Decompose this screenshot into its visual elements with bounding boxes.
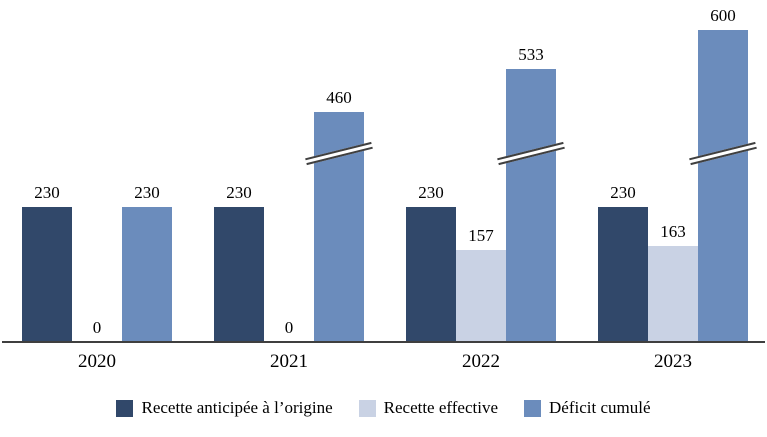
bar-value-label: 533 [518, 45, 544, 64]
bar-2023-series-3 [698, 30, 748, 342]
bar-2022-series-2 [456, 250, 506, 342]
bar-value-label: 230 [226, 183, 252, 202]
legend-swatch [524, 399, 542, 417]
bar-2021-series-1 [214, 207, 264, 342]
x-axis-label: 2022 [462, 351, 500, 372]
legend-swatch [116, 399, 134, 417]
bar-2022-series-1 [406, 207, 456, 342]
bar-2023-series-1 [598, 207, 648, 342]
bar-value-label: 230 [610, 183, 636, 202]
x-axis-label: 2021 [270, 351, 308, 372]
bar-value-label: 163 [660, 222, 686, 241]
bar-value-label: 460 [326, 88, 352, 107]
legend-swatch [358, 399, 376, 417]
legend-label: Recette effective [383, 398, 499, 417]
legend-label: Déficit cumulé [549, 398, 651, 417]
x-axis-label: 2020 [78, 351, 116, 372]
bar-value-label: 230 [134, 183, 160, 202]
bar-2023-series-2 [648, 246, 698, 342]
bar-value-label: 0 [284, 318, 294, 337]
bar-value-label: 0 [92, 318, 102, 337]
chart-legend: Recette anticipée à l’origine Recette eff… [0, 398, 767, 418]
legend-item-3: Déficit cumulé [524, 398, 651, 418]
plot-area: 230 0 230 230 0 460 230 157 533 230 163 600 [22, 6, 757, 342]
bar-value-label: 230 [418, 183, 444, 202]
legend-item-1: Recette anticipée à l’origine [116, 398, 333, 418]
x-axis-label: 2023 [654, 351, 692, 372]
legend-item-2: Recette effective [358, 398, 499, 418]
legend-label: Recette anticipée à l’origine [141, 398, 333, 417]
x-axis-line [2, 341, 765, 343]
bar-2022-series-3 [506, 69, 556, 342]
bar-2020-series-1 [22, 207, 72, 342]
bar-value-label: 157 [468, 226, 494, 245]
bar-2020-series-3 [122, 207, 172, 342]
bar-value-label: 230 [34, 183, 60, 202]
bar-value-label: 600 [710, 6, 736, 25]
